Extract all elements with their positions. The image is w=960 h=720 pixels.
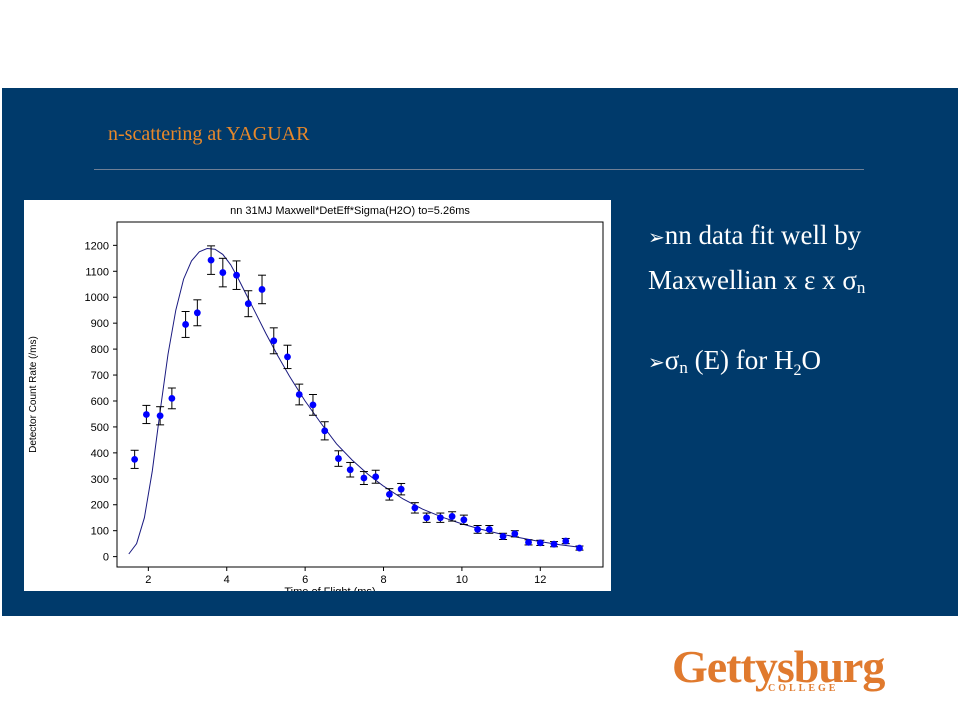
- data-point: [576, 544, 583, 552]
- chart-title: nn 31MJ Maxwell*DetEff*Sigma(H2O) to=5.2…: [230, 205, 470, 217]
- title-divider: [94, 169, 864, 170]
- x-tick-label: 10: [456, 574, 468, 586]
- data-point: [562, 537, 570, 545]
- data-point: [233, 271, 240, 279]
- chart-panel: nn 31MJ Maxwell*DetEff*Sigma(H2O) to=5.2…: [24, 200, 611, 591]
- y-tick-label: 1200: [85, 240, 109, 252]
- data-point: [550, 540, 558, 548]
- data-point: [193, 309, 201, 317]
- data-point: [346, 466, 354, 474]
- data-point: [270, 337, 278, 345]
- sigma-subscript: n: [679, 358, 688, 377]
- y-tick-label: 400: [91, 448, 109, 460]
- data-point: [485, 525, 493, 533]
- data-point: [397, 485, 405, 493]
- bullet-2-text: (E) for H: [687, 345, 794, 375]
- data-point: [511, 530, 519, 538]
- x-tick-label: 2: [145, 574, 151, 586]
- y-tick-label: 200: [91, 500, 109, 512]
- x-tick-label: 6: [302, 574, 308, 586]
- data-point: [499, 532, 507, 540]
- data-point: [372, 473, 380, 481]
- sigma-symbol: σ: [664, 345, 680, 375]
- data-point: [142, 411, 150, 418]
- y-tick-label: 1000: [85, 292, 109, 304]
- arrow-bullet-icon: ➢: [648, 225, 665, 249]
- data-point: [360, 474, 368, 482]
- y-tick-label: 300: [91, 474, 109, 486]
- data-point: [321, 427, 329, 435]
- tof-chart: nn 31MJ Maxwell*DetEff*Sigma(H2O) to=5.2…: [28, 205, 604, 591]
- data-point: [423, 514, 431, 522]
- epsilon-symbol: ε: [803, 265, 816, 295]
- bullet-1-line-1: ➢nn data fit well by: [648, 220, 861, 251]
- data-point: [207, 256, 215, 264]
- y-tick-label: 900: [91, 318, 109, 330]
- data-point: [309, 401, 317, 409]
- y-tick-label: 0: [103, 552, 109, 564]
- bullet-1-line-2: Maxwellian x ε x σn: [648, 265, 866, 297]
- bullet-2: ➢σn (E) for H2O: [648, 345, 822, 379]
- logo-college: COLLEGE: [768, 683, 839, 694]
- data-point: [448, 513, 456, 520]
- data-point: [219, 269, 227, 276]
- data-point: [385, 490, 393, 498]
- plot-frame: [116, 221, 604, 568]
- data-point: [284, 353, 291, 361]
- y-tick-label: 1100: [85, 266, 109, 278]
- x-tick-label: 4: [224, 574, 230, 586]
- data-point: [460, 516, 468, 524]
- bullet-2-end: O: [801, 345, 822, 375]
- data-point: [244, 300, 252, 308]
- arrow-bullet-icon: ➢: [648, 350, 665, 374]
- data-point: [536, 539, 544, 547]
- y-tick-label: 600: [91, 396, 109, 408]
- x-tick-label: 8: [380, 574, 386, 586]
- data-point: [474, 525, 481, 533]
- bullet-1-times: x: [815, 265, 843, 295]
- y-tick-label: 500: [91, 422, 109, 434]
- data-point: [411, 504, 419, 512]
- data-point: [525, 538, 532, 546]
- data-point: [258, 286, 266, 293]
- data-point: [168, 394, 176, 402]
- bullet-1-maxwellian: Maxwellian x: [648, 265, 804, 295]
- x-tick-label: 12: [534, 574, 546, 586]
- sigma-subscript: n: [856, 278, 866, 297]
- logo-wordmark: Gettysburg: [672, 641, 885, 692]
- data-point: [156, 412, 164, 420]
- h2o-subscript: 2: [793, 362, 802, 379]
- y-tick-label: 700: [91, 370, 109, 382]
- data-point: [335, 455, 342, 462]
- y-axis-label: Detector Count Rate (/ms): [28, 336, 39, 453]
- data-point: [295, 391, 303, 398]
- x-axis-label: Time of Flight (ms): [284, 586, 375, 591]
- sigma-symbol: σ: [842, 265, 857, 295]
- slide-title: n-scattering at YAGUAR: [108, 123, 310, 145]
- bullet-1-text: nn data fit well by: [664, 220, 862, 250]
- data-point: [131, 455, 139, 463]
- y-tick-label: 100: [91, 526, 109, 538]
- fit-curve: [128, 247, 580, 555]
- data-point: [436, 514, 444, 522]
- gettysburg-college-logo: Gettysburg COLLEGE: [672, 641, 885, 696]
- data-point: [182, 321, 189, 328]
- y-tick-label: 800: [91, 344, 109, 356]
